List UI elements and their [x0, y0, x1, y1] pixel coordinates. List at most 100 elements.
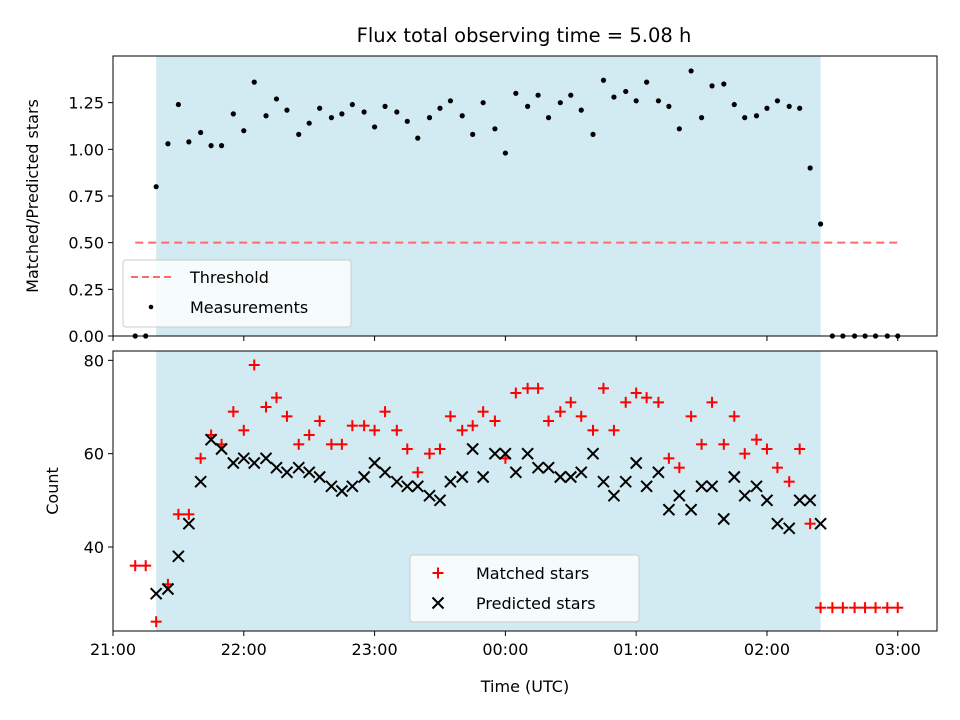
measurement-point	[263, 113, 269, 119]
measurement-point	[371, 124, 378, 130]
matched-star-point	[783, 476, 795, 488]
predicted-star-point	[368, 456, 381, 470]
predicted-star-point	[717, 512, 731, 526]
predicted-star-point-b	[750, 480, 763, 493]
matched-star-point	[608, 424, 620, 436]
predicted-star-point	[280, 466, 294, 479]
matched-star-point	[892, 602, 904, 614]
bottom-legend: Matched stars Predicted stars	[409, 554, 640, 623]
x-axis-label: Time (UTC)	[480, 677, 569, 696]
predicted-star-point-b	[204, 433, 218, 446]
matched-star-point	[346, 420, 358, 432]
predicted-star-point	[662, 503, 676, 516]
matched-star-point	[870, 602, 882, 614]
matched-star-point	[150, 616, 162, 628]
bottom-legend-box	[409, 554, 640, 623]
predicted-star-point	[346, 480, 359, 493]
matched-star-point	[794, 443, 806, 455]
bottom-y-tick-label: 40	[84, 538, 104, 557]
predicted-star-point	[509, 466, 523, 479]
measurement-point	[568, 92, 574, 98]
predicted-star-point	[411, 480, 424, 493]
predicted-star-point	[652, 466, 665, 479]
measurement-point	[590, 131, 596, 137]
predicted-star-point-b	[466, 442, 479, 456]
top-y-tick-label: 0.50	[68, 234, 104, 253]
matched-star-point	[652, 396, 664, 408]
predicted-star-point-b	[248, 456, 261, 470]
matched-star-point	[401, 443, 413, 455]
measurement-point	[688, 68, 694, 74]
matched-star-point	[510, 387, 522, 399]
matched-star-point	[489, 415, 501, 427]
predicted-star-point-b	[390, 475, 404, 488]
matched-star-point	[849, 602, 861, 614]
top-y-tick-label: 0.00	[68, 327, 104, 346]
predicted-star-point	[760, 494, 774, 507]
measurement-point	[349, 101, 355, 108]
predicted-star-point	[499, 447, 512, 460]
predicted-star-point-b	[237, 452, 251, 465]
matched-star-point	[587, 424, 599, 436]
measurement-point	[611, 94, 617, 100]
measurement-point	[218, 143, 225, 149]
predicted-star-point-b	[564, 470, 577, 484]
predicted-star-point-b	[586, 447, 600, 460]
measurement-point	[709, 83, 715, 89]
predicted-star-point-b	[215, 442, 228, 456]
predicted-star-point-b	[476, 470, 490, 484]
legend-predicted-swatch	[431, 596, 445, 610]
predicted-star-point-b	[325, 480, 338, 493]
predicted-star-point-b	[793, 494, 806, 507]
matched-star-point	[238, 424, 250, 436]
predicted-star-point-b	[662, 503, 676, 516]
bottom-y-axis-label: Count	[43, 467, 62, 515]
matched-star-point	[565, 396, 577, 408]
predicted-star-point	[248, 456, 261, 470]
measurement-point	[480, 100, 486, 106]
bottom-panel-ticks: 21:00 22:00 23:00 00:00 01:00 02:00 03:00 40 60 8…	[84, 351, 921, 659]
predicted-star-point	[433, 494, 447, 507]
predicted-star-point	[684, 503, 698, 516]
measurement-point	[317, 105, 323, 111]
predicted-star-point-b	[554, 470, 567, 484]
predicted-star-point	[531, 461, 545, 474]
predicted-star-point	[554, 470, 567, 484]
measurement-point	[394, 109, 400, 115]
predicted-star-point-b	[411, 480, 424, 493]
predicted-star-point	[705, 480, 719, 493]
predicted-star-point	[607, 489, 621, 502]
x-tick-label: 00:00	[482, 640, 528, 659]
predicted-star-point	[750, 480, 763, 493]
measurement-point	[404, 118, 410, 124]
measurement-point	[382, 103, 388, 109]
measurement-point	[230, 111, 236, 117]
measurement-point	[753, 113, 760, 119]
matched-star-point	[391, 424, 403, 436]
matched-star-point	[293, 438, 305, 450]
matched-star-point	[412, 466, 424, 478]
predicted-star-point	[814, 517, 827, 530]
predicted-star-point-b	[521, 447, 534, 460]
predicted-star-point	[270, 461, 283, 474]
measurement-point	[296, 131, 302, 137]
legend-measurements-swatch	[148, 304, 154, 310]
predicted-star-point	[476, 470, 490, 484]
measurement-point	[502, 150, 508, 156]
x-tick-label: 01:00	[613, 640, 659, 659]
predicted-star-point	[259, 452, 273, 465]
predicted-star-point-b	[509, 466, 523, 479]
predicted-star-point-b	[814, 517, 827, 530]
predicted-star-point-b	[499, 447, 512, 460]
x-tick-label: 02:00	[744, 640, 790, 659]
legend-predicted-label: Predicted stars	[476, 594, 596, 613]
measurement-point	[339, 111, 345, 117]
measurement-point	[165, 141, 171, 147]
predicted-star-point-b	[652, 466, 665, 479]
measurement-point	[273, 96, 280, 102]
matched-star-point	[728, 410, 740, 422]
predicted-star-point	[782, 522, 796, 535]
matched-star-point	[826, 602, 838, 614]
matched-star-point	[477, 406, 489, 418]
